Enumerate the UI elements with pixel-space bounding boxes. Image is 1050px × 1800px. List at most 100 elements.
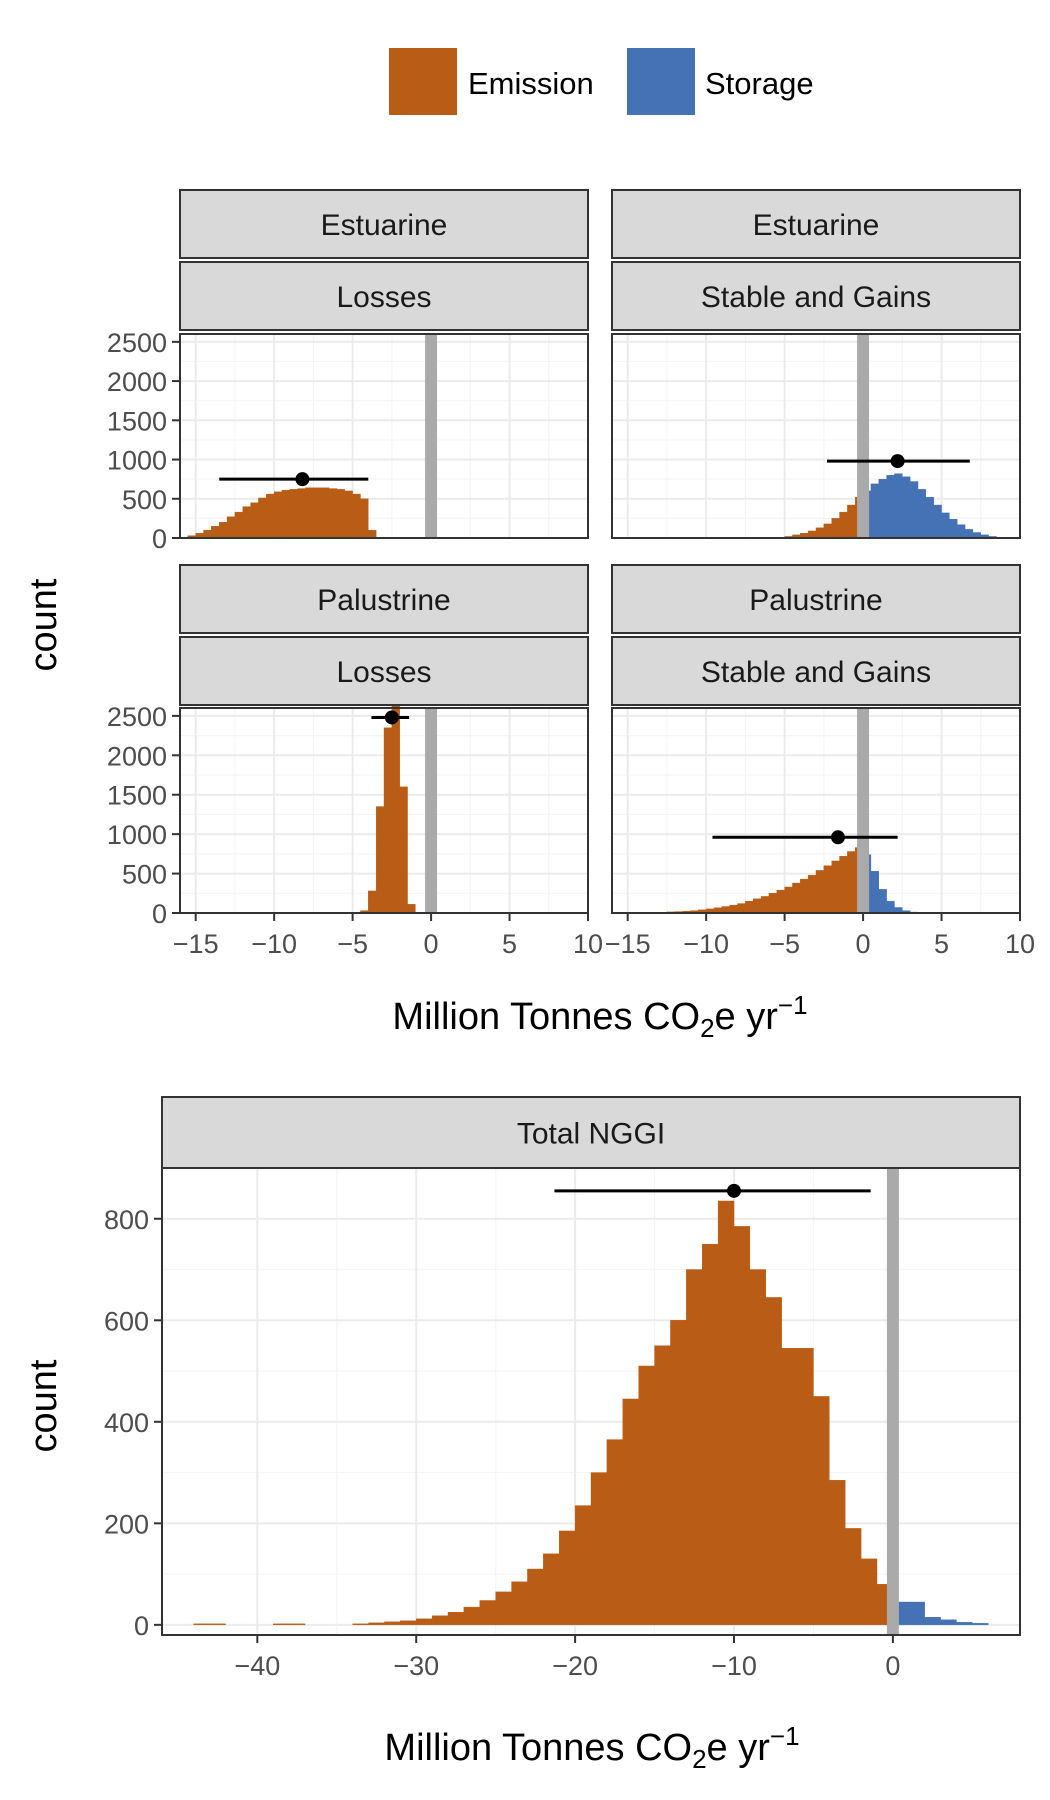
y-tick-label: 0: [152, 524, 167, 554]
mean-point: [295, 472, 310, 487]
y-tick-label: 200: [104, 1509, 149, 1539]
histogram-bar: [776, 889, 785, 914]
histogram-bar: [289, 489, 298, 539]
histogram-bar: [400, 1620, 417, 1626]
x-tick-label: −5: [769, 929, 800, 959]
y-tick-label: 2500: [107, 702, 167, 732]
y-tick-label: 2500: [107, 328, 167, 358]
zero-reference-line: [857, 334, 870, 538]
histogram-bar: [956, 1622, 973, 1626]
histogram-bar: [878, 478, 887, 539]
histogram-bar: [797, 1348, 814, 1626]
panel-border: [611, 707, 1021, 914]
histogram-bar: [823, 523, 832, 539]
total-nggi-panel: Total NGGI 0 200 400 600 800 −40 −30 −20 −10 0: [104, 1096, 1021, 1681]
strip-label: Estuarine: [321, 209, 448, 242]
zero-reference-line: [857, 708, 870, 913]
histogram-bar: [391, 699, 400, 914]
histogram-bar: [305, 487, 314, 539]
x-tick-label: 5: [502, 929, 517, 959]
histogram-bar: [717, 1200, 735, 1626]
x-tick-label: 0: [856, 929, 871, 959]
histogram-bar: [847, 504, 856, 539]
panel-border: [179, 707, 589, 914]
histogram-bar: [590, 1472, 608, 1626]
strip-background: [179, 261, 589, 331]
zero-reference-line: [425, 708, 438, 913]
histogram-bar: [360, 498, 369, 539]
histogram-bar: [894, 473, 903, 539]
histogram-bar: [250, 502, 259, 539]
histogram-bar: [815, 870, 825, 914]
y-tick-label: 1500: [107, 406, 167, 436]
histogram-bar: [870, 483, 879, 539]
histogram-bar: [760, 896, 770, 914]
histogram-bar: [933, 504, 942, 539]
histogram-bar: [463, 1606, 480, 1626]
mean-point: [890, 454, 905, 469]
strip-label: Stable and Gains: [701, 656, 931, 689]
histogram-bar: [606, 1439, 623, 1626]
histogram-bar: [924, 1617, 941, 1626]
x-tick-label: −40: [234, 1651, 280, 1681]
histogram-bar: [670, 1320, 687, 1626]
histogram-bar: [781, 1348, 798, 1626]
histogram-bar: [234, 511, 243, 539]
histogram-bar: [209, 1623, 226, 1626]
histogram-bar: [847, 851, 856, 914]
histogram-bar: [447, 1611, 465, 1626]
histogram-bar: [829, 1479, 846, 1626]
histogram-bar: [949, 518, 958, 539]
strip-background: [161, 1096, 1021, 1169]
histogram-bar: [733, 1226, 751, 1626]
histogram-bar: [479, 1600, 496, 1626]
histogram-bar: [399, 786, 408, 914]
histogram-bar: [273, 491, 283, 539]
histogram-bar: [749, 1269, 766, 1626]
histogram-bar: [368, 890, 377, 914]
histogram-bar: [383, 727, 393, 914]
histogram-bar: [839, 511, 848, 539]
zero-reference-line: [425, 334, 438, 538]
histogram-bar: [622, 1398, 639, 1626]
histogram-bar: [313, 487, 322, 539]
mean-point: [830, 830, 845, 845]
histogram-bar: [745, 900, 754, 914]
strip-background: [179, 564, 589, 634]
y-tick-label: 500: [122, 860, 167, 890]
x-tick-label: 0: [885, 1651, 900, 1681]
histogram-bar: [266, 493, 275, 539]
histogram-bar: [344, 490, 353, 539]
y-tick-label: 800: [104, 1205, 149, 1235]
strip-label: Palustrine: [317, 584, 450, 617]
facet-palustrine-stable-and-gains: Palustrine Stable and Gains −15 −10 −5 0 5 10: [605, 564, 1035, 959]
histogram-bar: [972, 1623, 989, 1626]
x-tick-label: −10: [251, 929, 297, 959]
x-tick-label: 5: [934, 929, 949, 959]
histogram-bar: [957, 524, 966, 539]
histogram-bar: [831, 860, 840, 914]
mean-point: [384, 710, 399, 725]
facet-palustrine-losses: Palustrine Losses 0 500 1000 1500 2000 2500 −15 −…: [107, 564, 603, 959]
bottom-y-axis-title: count: [23, 1359, 65, 1452]
facet-estuarine-stable-and-gains: Estuarine Stable and Gains: [611, 189, 1021, 539]
y-tick-label: 0: [134, 1611, 149, 1641]
y-tick-label: 1500: [107, 781, 167, 811]
histogram-bar: [368, 1622, 385, 1626]
y-tick-label: 500: [122, 485, 167, 515]
histogram-bar: [917, 489, 927, 539]
histogram-bar: [288, 1623, 306, 1626]
strip-label: Total NGGI: [517, 1118, 665, 1151]
histogram-bar: [753, 898, 762, 914]
y-tick-label: 2000: [107, 741, 167, 771]
histogram-bar: [574, 1505, 592, 1626]
histogram-bar: [193, 1623, 210, 1626]
strip-label: Stable and Gains: [701, 281, 931, 314]
histogram-bar: [321, 487, 330, 539]
histogram-bar: [431, 1615, 449, 1626]
x-tick-label: −15: [605, 929, 651, 959]
histogram-bar: [925, 497, 934, 539]
histogram-bar: [258, 497, 267, 539]
top-x-axis-title: Million Tonnes CO2e yr−1: [392, 990, 807, 1043]
histogram-bar: [416, 1618, 433, 1626]
